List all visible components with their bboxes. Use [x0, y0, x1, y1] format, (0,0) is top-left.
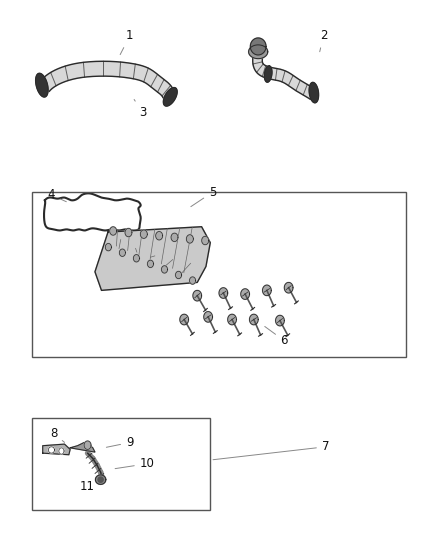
Text: 5: 5 — [191, 186, 216, 207]
Polygon shape — [84, 441, 91, 449]
Text: 9: 9 — [106, 436, 134, 449]
Text: 7: 7 — [213, 440, 329, 460]
Polygon shape — [162, 266, 167, 273]
Polygon shape — [284, 282, 293, 293]
Polygon shape — [156, 231, 162, 240]
Polygon shape — [265, 66, 272, 82]
Polygon shape — [219, 288, 228, 298]
Polygon shape — [95, 227, 210, 290]
Polygon shape — [202, 236, 208, 245]
Polygon shape — [241, 289, 250, 300]
Polygon shape — [148, 260, 153, 268]
Polygon shape — [134, 255, 139, 262]
Polygon shape — [110, 227, 117, 235]
Polygon shape — [120, 249, 125, 256]
Polygon shape — [262, 285, 271, 296]
Polygon shape — [59, 448, 64, 454]
Polygon shape — [193, 290, 201, 301]
Polygon shape — [176, 271, 182, 279]
Polygon shape — [98, 477, 103, 482]
Text: 10: 10 — [115, 457, 155, 470]
Polygon shape — [187, 235, 193, 243]
Bar — [32, 418, 210, 511]
Polygon shape — [141, 230, 147, 238]
Polygon shape — [204, 312, 212, 322]
Polygon shape — [190, 277, 196, 284]
Text: 6: 6 — [265, 327, 288, 347]
Polygon shape — [250, 314, 258, 325]
Polygon shape — [106, 244, 111, 251]
Text: 3: 3 — [134, 100, 147, 119]
Polygon shape — [309, 83, 318, 103]
Bar — [32, 192, 406, 357]
Polygon shape — [40, 61, 175, 98]
Polygon shape — [95, 475, 106, 484]
Text: 4: 4 — [48, 189, 66, 201]
Polygon shape — [171, 233, 178, 241]
Polygon shape — [228, 314, 237, 325]
Polygon shape — [163, 87, 177, 106]
Polygon shape — [35, 74, 48, 97]
Polygon shape — [70, 442, 95, 452]
Text: 1: 1 — [120, 29, 134, 54]
Text: 2: 2 — [320, 29, 327, 52]
Polygon shape — [125, 228, 132, 237]
Polygon shape — [180, 314, 188, 325]
Polygon shape — [253, 53, 270, 78]
Text: 8: 8 — [50, 427, 64, 442]
Text: 11: 11 — [80, 480, 95, 493]
Polygon shape — [49, 447, 54, 453]
Polygon shape — [251, 38, 266, 55]
Polygon shape — [268, 67, 315, 99]
Polygon shape — [276, 316, 284, 326]
Polygon shape — [249, 45, 268, 59]
Polygon shape — [43, 444, 70, 455]
